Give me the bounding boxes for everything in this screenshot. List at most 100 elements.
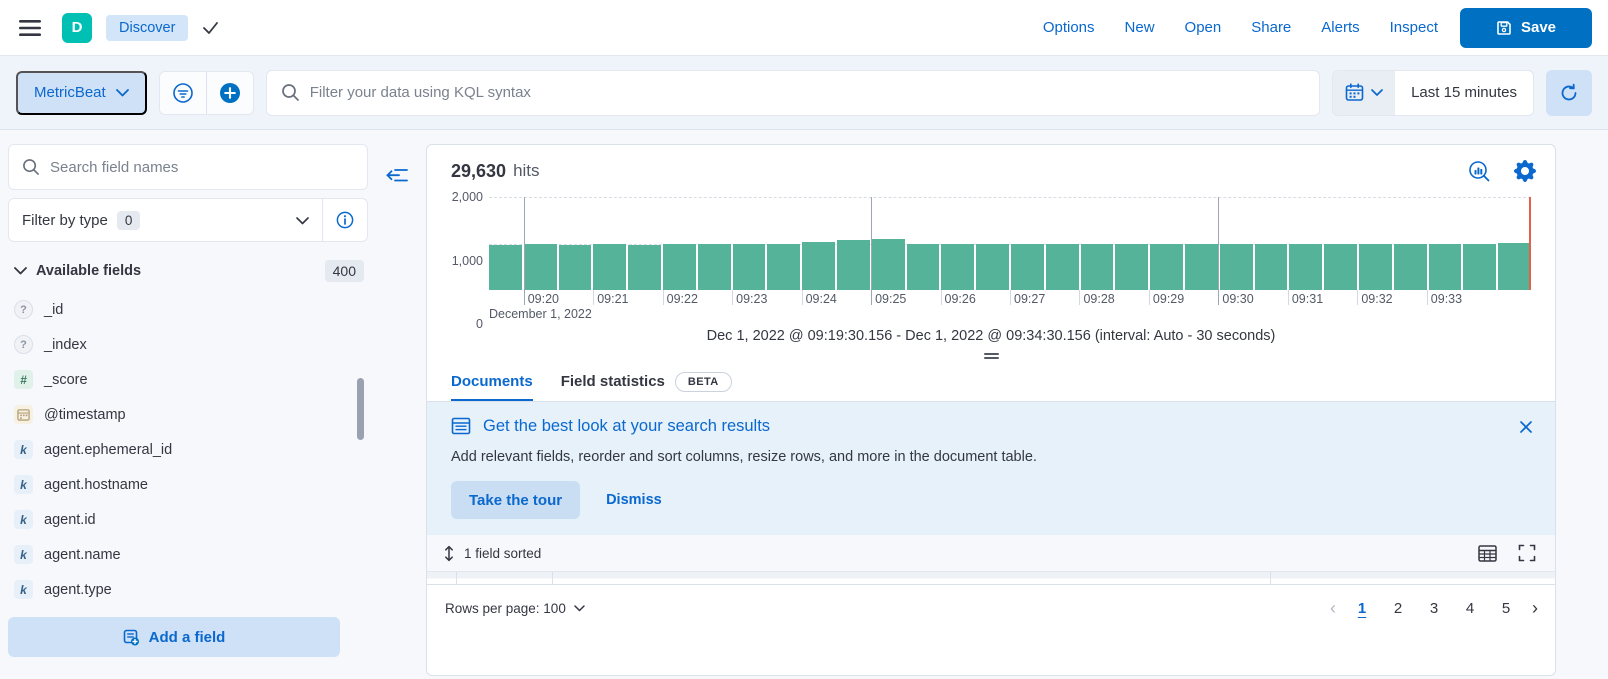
- space-avatar[interactable]: D: [62, 12, 92, 43]
- dismiss-button[interactable]: Dismiss: [606, 492, 662, 508]
- histogram-bar[interactable]: [558, 244, 592, 290]
- page-button-1[interactable]: 1: [1357, 599, 1367, 617]
- chart-resize-handle[interactable]: [427, 346, 1555, 364]
- field-item[interactable]: ? _index: [14, 327, 368, 362]
- take-the-tour-button[interactable]: Take the tour: [451, 481, 581, 519]
- histogram-bar[interactable]: [1498, 243, 1531, 290]
- chart-options-gear-icon[interactable]: [1513, 159, 1537, 183]
- histogram-bar[interactable]: [976, 243, 1009, 290]
- rows-per-page-button[interactable]: Rows per page: 100: [445, 601, 585, 616]
- nav-link-inspect[interactable]: Inspect: [1389, 19, 1438, 36]
- histogram-bar[interactable]: [1324, 243, 1357, 290]
- breadcrumb-discover[interactable]: Discover: [106, 14, 189, 41]
- sort-icon: [445, 545, 453, 561]
- filter-by-type-button[interactable]: Filter by type 0: [9, 210, 322, 230]
- info-icon[interactable]: [323, 211, 367, 229]
- histogram-bar[interactable]: [767, 244, 801, 290]
- time-range-value[interactable]: Last 15 minutes: [1411, 84, 1517, 101]
- field-item[interactable]: k agent.name: [14, 537, 368, 572]
- histogram-bar[interactable]: [1428, 243, 1462, 290]
- fullscreen-icon[interactable]: [1517, 543, 1537, 563]
- calendar-dropdown[interactable]: [1333, 70, 1396, 115]
- histogram-bar[interactable]: [1254, 243, 1288, 290]
- page-button-3[interactable]: 3: [1429, 599, 1439, 617]
- collapse-sidebar-icon[interactable]: [384, 162, 410, 188]
- nav-link-alerts[interactable]: Alerts: [1321, 19, 1360, 36]
- field-item[interactable]: k agent.id: [14, 502, 368, 537]
- display-options-grid-icon[interactable]: [1477, 543, 1497, 563]
- discover-main-panel: 29,630 hits 0 1,000 2,000: [426, 144, 1556, 676]
- histogram-bar[interactable]: [1289, 243, 1323, 290]
- sorted-fields-button[interactable]: 1 field sorted: [464, 545, 542, 561]
- histogram-bar[interactable]: [628, 244, 661, 290]
- x-tick-label: 09:21: [597, 292, 629, 306]
- histogram-bar[interactable]: [732, 244, 766, 290]
- histogram-bar[interactable]: [836, 240, 870, 290]
- histogram-bar[interactable]: [1393, 243, 1427, 290]
- number-type-icon: #: [14, 370, 33, 389]
- histogram-bar[interactable]: [1358, 243, 1392, 290]
- field-name: @timestamp: [44, 406, 126, 423]
- save-button[interactable]: Save: [1460, 7, 1592, 48]
- date-type-icon: [14, 405, 33, 424]
- histogram-bar[interactable]: [1463, 243, 1497, 290]
- histogram-bar[interactable]: [1010, 243, 1044, 290]
- menu-icon[interactable]: [16, 14, 44, 42]
- page-button-5[interactable]: 5: [1501, 599, 1511, 617]
- data-view-picker[interactable]: MetricBeat: [16, 70, 147, 115]
- add-field-button[interactable]: Add a field: [8, 617, 340, 657]
- field-item[interactable]: k agent.ephemeral_id: [14, 432, 368, 467]
- page-button-4[interactable]: 4: [1465, 599, 1475, 617]
- histogram-bar[interactable]: [1045, 243, 1079, 290]
- sidebar-scrollbar[interactable]: [357, 378, 364, 440]
- refresh-button[interactable]: [1546, 69, 1592, 116]
- check-icon[interactable]: [202, 21, 219, 35]
- add-filter-icon[interactable]: [207, 72, 253, 114]
- histogram-bar[interactable]: [1080, 243, 1114, 290]
- field-search-input[interactable]: [50, 158, 354, 176]
- next-page-icon[interactable]: ›: [1532, 597, 1538, 618]
- edit-visualization-icon[interactable]: [1467, 159, 1491, 183]
- x-tick: [1010, 290, 1011, 305]
- field-name: agent.name: [44, 546, 121, 563]
- nav-link-new[interactable]: New: [1124, 19, 1155, 36]
- previous-page-icon[interactable]: ‹: [1330, 597, 1336, 618]
- nav-link-share[interactable]: Share: [1251, 19, 1292, 36]
- nav-link-options[interactable]: Options: [1042, 19, 1095, 36]
- unknown-type-icon: ?: [14, 335, 33, 354]
- histogram-bar[interactable]: [662, 244, 696, 290]
- tab-documents[interactable]: Documents: [451, 364, 533, 401]
- histogram-bar[interactable]: [1184, 243, 1218, 290]
- histogram-bar[interactable]: [941, 243, 975, 290]
- histogram-bar[interactable]: [593, 244, 627, 290]
- chevron-down-icon: [115, 88, 129, 96]
- x-tick-label: 09:20: [527, 292, 559, 306]
- histogram-bar[interactable]: [802, 241, 835, 290]
- field-item[interactable]: ? _id: [14, 292, 368, 327]
- x-tick-label: 09:24: [805, 292, 837, 306]
- x-tick: [1287, 290, 1289, 305]
- histogram-bar[interactable]: [1115, 243, 1149, 290]
- histogram-chart[interactable]: 0 1,000 2,000 December 1, 2022 09:20 09:21 0…: [427, 187, 1555, 331]
- histogram-bar[interactable]: [1150, 243, 1183, 290]
- histogram-bar[interactable]: [906, 243, 940, 290]
- histogram-bar[interactable]: [1219, 243, 1253, 290]
- kql-search-input[interactable]: [309, 84, 1306, 101]
- field-name: _index: [44, 336, 87, 353]
- field-item[interactable]: k agent.hostname: [14, 467, 368, 502]
- field-item[interactable]: k agent.type: [14, 572, 368, 607]
- filter-icon[interactable]: [160, 72, 206, 114]
- page-button-2[interactable]: 2: [1393, 599, 1403, 617]
- histogram-bar[interactable]: [697, 244, 731, 290]
- close-icon[interactable]: [1515, 416, 1537, 438]
- histogram-bar[interactable]: [871, 238, 905, 290]
- nav-link-open[interactable]: Open: [1184, 19, 1222, 36]
- x-axis-date-label: December 1, 2022: [489, 307, 592, 321]
- kql-search-box: [265, 69, 1321, 116]
- histogram-bar[interactable]: [489, 244, 522, 290]
- histogram-bar[interactable]: [523, 244, 557, 290]
- field-item[interactable]: @timestamp: [14, 397, 368, 432]
- available-fields-header[interactable]: Available fields 400: [8, 242, 368, 290]
- tab-field-statistics[interactable]: Field statistics BETA: [561, 364, 732, 401]
- field-item[interactable]: # _score: [14, 362, 368, 397]
